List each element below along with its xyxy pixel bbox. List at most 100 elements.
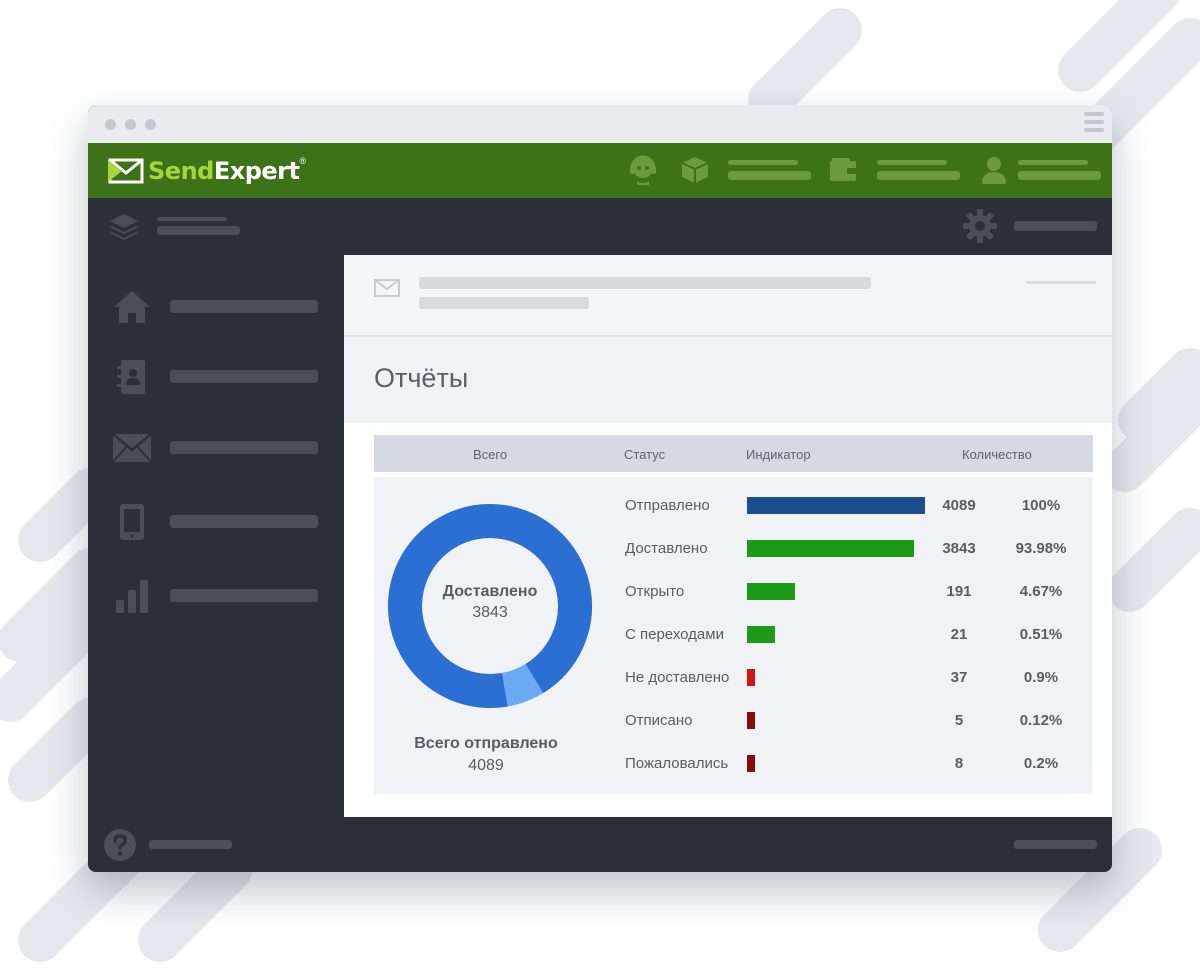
- footer-placeholder: [1014, 840, 1097, 849]
- status-label: Пожаловались: [625, 755, 729, 772]
- status-count: 191: [946, 583, 972, 600]
- logo-text: SendExpert: [148, 157, 300, 185]
- wallet-icon[interactable]: [826, 153, 860, 187]
- status-percent: 4.67%: [1019, 583, 1063, 600]
- sidebar-item-sms[interactable]: [88, 494, 344, 544]
- status-row: С переходами 21 0.51%: [374, 622, 1093, 648]
- column-header-total: Всего: [473, 447, 508, 462]
- contacts-book-icon: [112, 357, 152, 397]
- status-label: Не доставлено: [625, 669, 730, 686]
- package-box-icon[interactable]: [678, 153, 712, 187]
- status-row: Не доставлено 37 0.9%: [374, 665, 1093, 691]
- support-agent-icon[interactable]: [626, 153, 660, 187]
- project-placeholder: [157, 226, 240, 235]
- sidebar: [88, 255, 344, 822]
- hamburger-menu-icon[interactable]: [1084, 112, 1104, 136]
- status-label: Доставлено: [625, 540, 708, 557]
- status-count: 4089: [942, 497, 976, 514]
- table-header: Всего Статус Индикатор Количество: [374, 435, 1093, 472]
- donut-center-value: 3843: [472, 604, 508, 621]
- indicator-bar: [747, 583, 795, 600]
- campaign-header: [344, 255, 1112, 337]
- top-navbar: SendExpert ®: [88, 143, 1112, 198]
- indicator-bar: [747, 626, 775, 643]
- envelope-icon: [112, 428, 152, 468]
- status-percent: 0.51%: [1019, 626, 1063, 643]
- indicator-bar: [747, 669, 755, 686]
- total-sent-value: 4089: [468, 757, 504, 774]
- column-header-indicator: Индикатор: [746, 447, 811, 462]
- table-body: Доставлено 3843 Всего отправлено 4089 От…: [374, 477, 1093, 794]
- registered-mark: ®: [299, 156, 307, 166]
- donut-delivered-segment: [388, 504, 592, 708]
- indicator-bar: [747, 497, 925, 514]
- status-count: 8: [954, 755, 964, 772]
- status-row: Отписано 5 0.12%: [374, 708, 1093, 734]
- footer-bar: [88, 817, 1112, 872]
- topbar-placeholder: [1018, 171, 1101, 180]
- sidebar-item-label: [170, 441, 318, 454]
- topbar-placeholder: [728, 160, 798, 165]
- status-percent: 0.9%: [1023, 669, 1059, 686]
- status-count: 21: [950, 626, 968, 643]
- campaign-meta-placeholder: [1026, 281, 1096, 284]
- status-label: С переходами: [625, 626, 724, 643]
- window-dot-icon[interactable]: [105, 119, 116, 130]
- envelope-arrow-icon: [108, 158, 144, 184]
- indicator-bar: [747, 540, 914, 557]
- mobile-phone-icon: [112, 502, 152, 542]
- project-placeholder: [157, 217, 227, 221]
- status-percent: 93.98%: [1015, 540, 1067, 557]
- help-icon[interactable]: [103, 828, 137, 862]
- campaign-subtitle-placeholder: [419, 297, 589, 309]
- gear-icon[interactable]: [962, 208, 998, 244]
- status-percent: 0.2%: [1023, 755, 1059, 772]
- status-row: Пожаловались 8 0.2%: [374, 751, 1093, 777]
- status-row: Отправлено 4089 100%: [374, 493, 1093, 519]
- column-header-status: Статус: [624, 447, 666, 462]
- sidebar-item-label: [170, 370, 318, 383]
- status-percent: 100%: [1021, 497, 1061, 514]
- main-content: Отчёты Всего Статус Индикатор Количество…: [344, 255, 1112, 817]
- sidebar-item-mail[interactable]: [88, 420, 344, 470]
- total-sent-label: Всего отправлено: [414, 735, 558, 752]
- sidebar-item-label: [170, 589, 318, 602]
- topbar-placeholder: [728, 171, 811, 180]
- delivery-donut-chart: [388, 504, 592, 708]
- page-title: Отчёты: [374, 363, 469, 393]
- status-row: Доставлено 3843 93.98%: [374, 536, 1093, 562]
- window-dot-icon[interactable]: [145, 119, 156, 130]
- report-panel: Всего Статус Индикатор Количество Достав…: [344, 423, 1112, 817]
- sidebar-item-label: [170, 300, 318, 313]
- column-header-count: Количество: [962, 447, 1032, 462]
- status-percent: 0.12%: [1019, 712, 1063, 729]
- user-icon[interactable]: [977, 153, 1011, 187]
- status-row: Открыто 191 4.67%: [374, 579, 1093, 605]
- status-label: Открыто: [625, 583, 685, 600]
- status-count: 5: [954, 712, 964, 729]
- status-count: 37: [950, 669, 968, 686]
- indicator-bar: [747, 755, 755, 772]
- browser-window: SendExpert ®: [88, 105, 1112, 872]
- sidebar-item-label: [170, 515, 318, 528]
- topbar-placeholder: [877, 171, 960, 180]
- window-titlebar: [88, 105, 1112, 143]
- footer-placeholder: [149, 840, 232, 849]
- topbar-placeholder: [1018, 160, 1088, 165]
- status-count: 3843: [942, 540, 976, 557]
- status-label: Отписано: [625, 712, 693, 729]
- layers-icon[interactable]: [108, 211, 140, 243]
- campaign-title-placeholder: [419, 277, 871, 289]
- donut-center-label: Доставлено: [442, 583, 538, 600]
- window-dot-icon[interactable]: [125, 119, 136, 130]
- sendexpert-logo[interactable]: SendExpert ®: [108, 154, 306, 188]
- envelope-icon: [374, 279, 400, 297]
- sidebar-item-reports[interactable]: [88, 568, 344, 618]
- indicator-bar: [747, 712, 755, 729]
- settings-placeholder: [1014, 221, 1097, 231]
- sidebar-item-contacts[interactable]: [88, 349, 344, 399]
- topbar-placeholder: [877, 160, 947, 165]
- sidebar-item-home[interactable]: [88, 279, 344, 329]
- status-label: Отправлено: [625, 497, 710, 514]
- home-icon: [112, 287, 152, 327]
